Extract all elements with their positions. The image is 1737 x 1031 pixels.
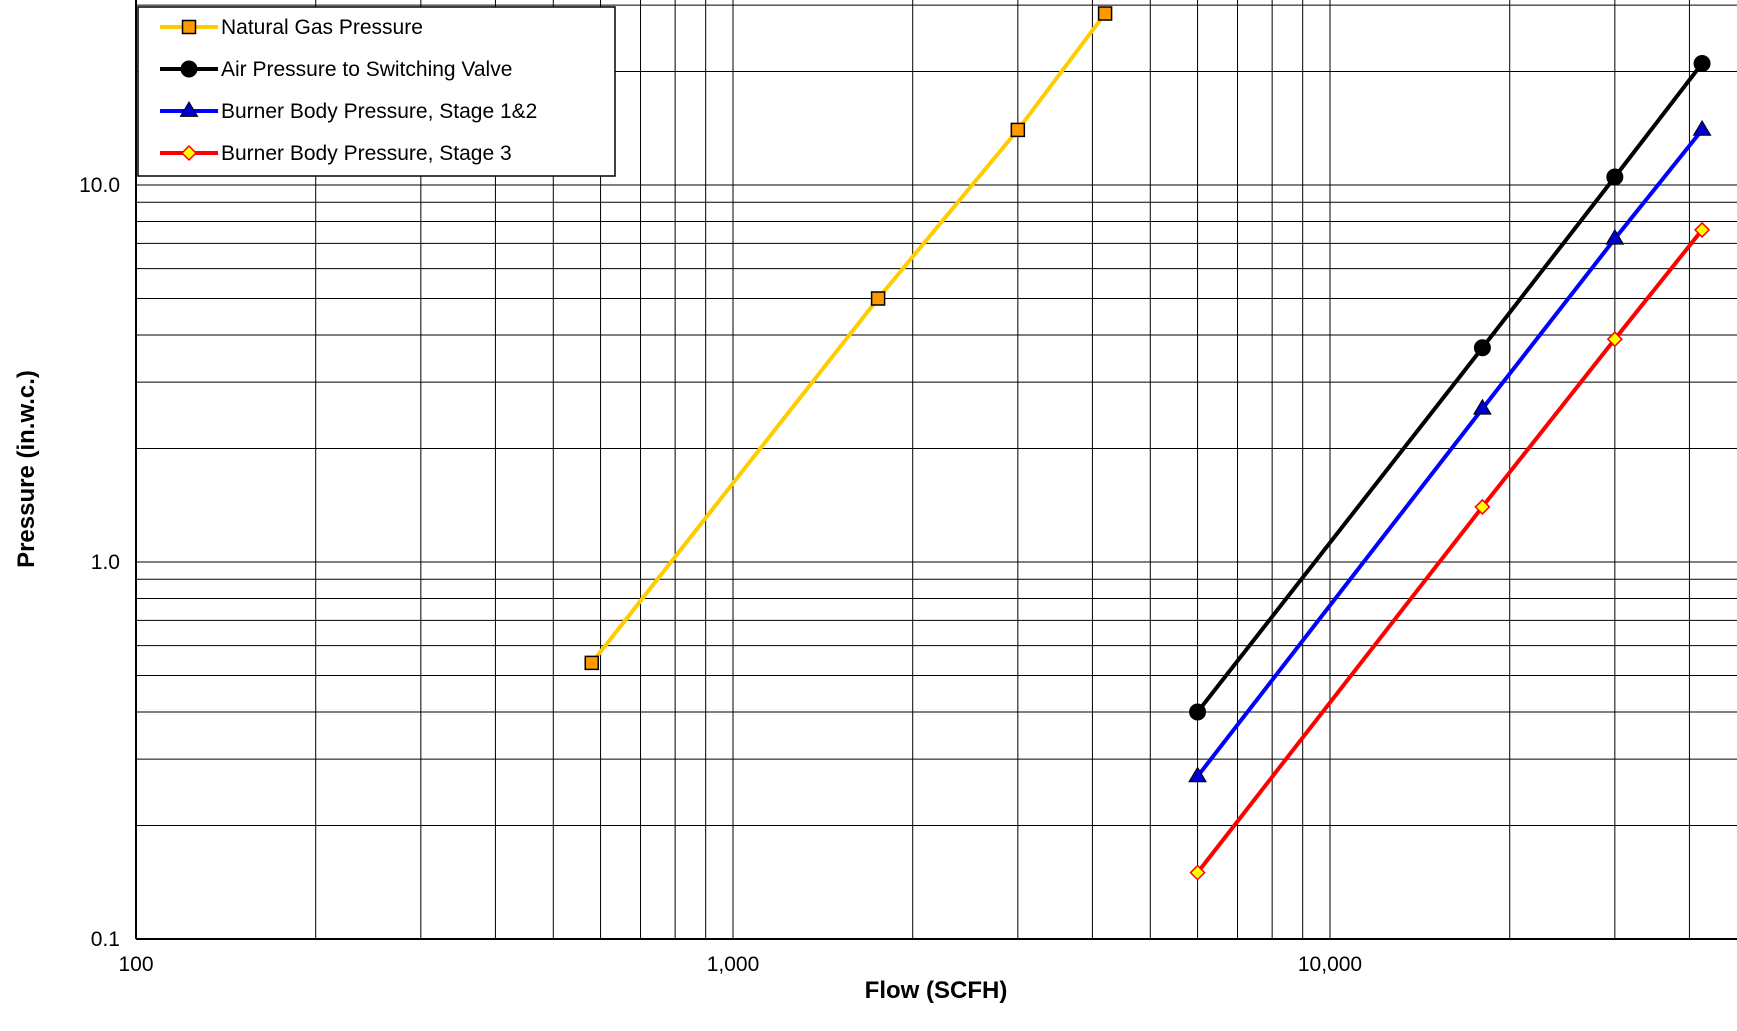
x-axis-title: Flow (SCFH) xyxy=(865,977,1008,1004)
y-tick-label: 0.1 xyxy=(91,928,120,951)
x-tick-label: 1,000 xyxy=(707,953,760,976)
data-point-circle xyxy=(1607,169,1623,185)
data-point-circle xyxy=(1474,340,1490,356)
y-tick-label: 10.0 xyxy=(79,174,120,197)
data-point-square xyxy=(1011,123,1024,136)
data-point-circle xyxy=(181,61,197,77)
x-tick-label: 100 xyxy=(118,953,153,976)
data-point-square xyxy=(872,292,885,305)
y-axis-title: Pressure (in.w.c.) xyxy=(13,370,40,568)
data-point-circle xyxy=(1694,56,1710,72)
legend-label: Natural Gas Pressure xyxy=(221,16,423,39)
data-point-square xyxy=(1099,7,1112,20)
y-tick-label: 1.0 xyxy=(91,551,120,574)
x-tick-label: 10,000 xyxy=(1298,953,1362,976)
legend-label: Burner Body Pressure, Stage 3 xyxy=(221,142,512,165)
legend: Natural Gas Pressure Air Pressure to Swit… xyxy=(138,7,615,176)
data-point-square xyxy=(585,656,598,669)
legend-label: Air Pressure to Switching Valve xyxy=(221,58,512,81)
data-point-circle xyxy=(1190,704,1206,720)
data-point-square xyxy=(183,21,196,34)
legend-label: Burner Body Pressure, Stage 1&2 xyxy=(221,100,537,123)
